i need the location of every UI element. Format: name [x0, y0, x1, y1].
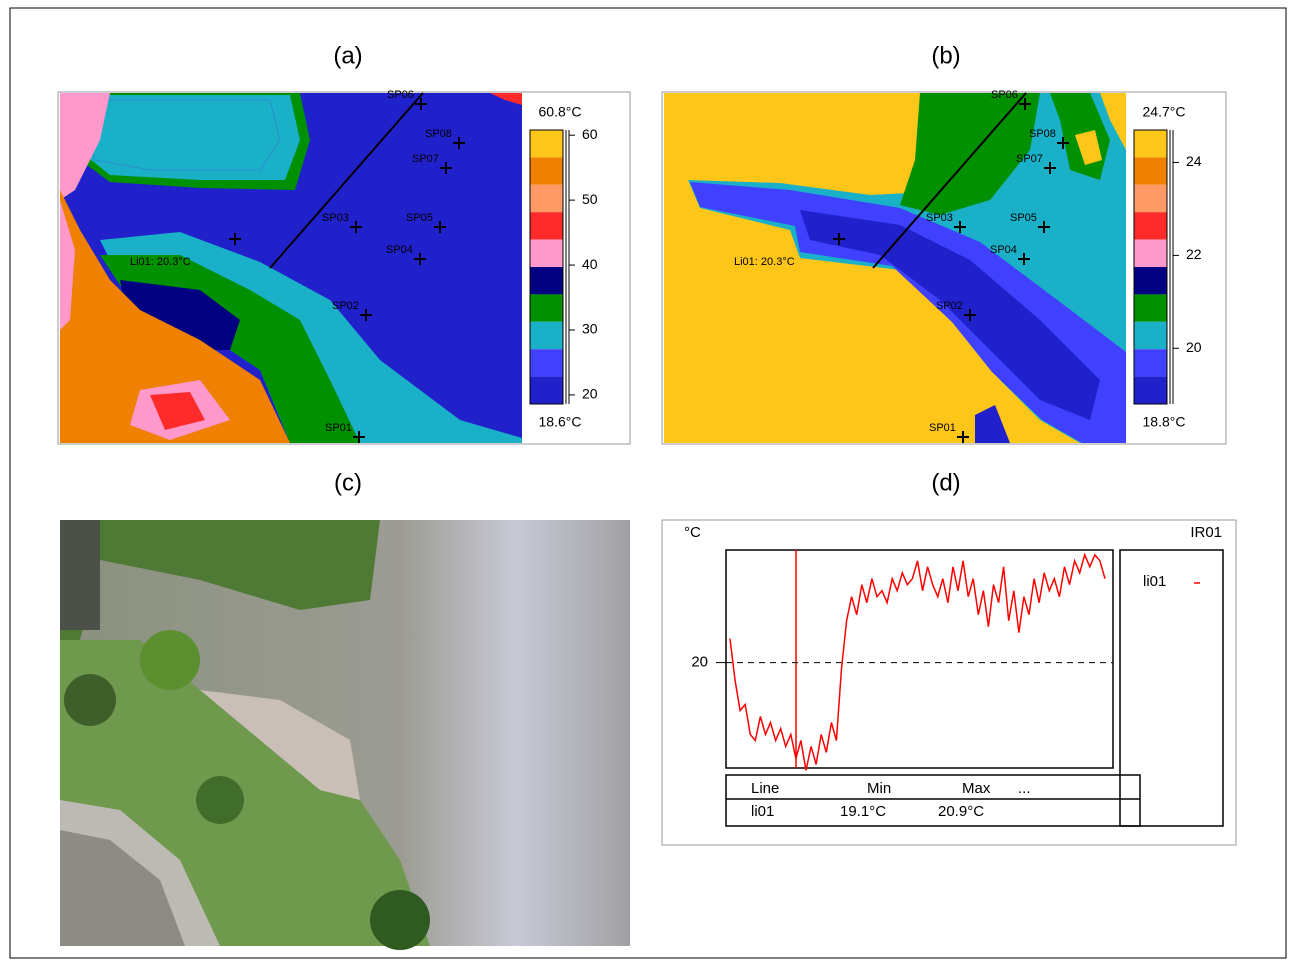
- colorbar-tick-label: 40: [582, 256, 598, 272]
- colorbar-tick-label: 24: [1186, 153, 1202, 169]
- colorbar-swatch: [530, 322, 563, 349]
- colorbar-tick-label: 50: [582, 191, 598, 207]
- spot-label: SP02: [936, 300, 963, 312]
- colorbar-swatch: [1134, 294, 1167, 321]
- colorbar-tick-label: 22: [1186, 246, 1202, 262]
- colorbar-swatch: [530, 185, 563, 212]
- panel-label: (d): [931, 469, 960, 496]
- colorbar-min: 18.6°C: [539, 414, 582, 430]
- colorbar-swatch: [530, 377, 563, 404]
- spot-label: SP07: [1016, 153, 1043, 165]
- chart-title: IR01: [1190, 524, 1222, 541]
- line-label: Li01: 20.3°C: [734, 256, 795, 268]
- spot-label: SP08: [425, 128, 452, 140]
- spot-label: SP05: [406, 212, 433, 224]
- colorbar-swatch: [1134, 349, 1167, 376]
- colorbar-swatch: [1134, 157, 1167, 184]
- table-cell: 19.1°C: [840, 803, 886, 820]
- spot-label: SP08: [1029, 128, 1056, 140]
- y-tick-label: 20: [691, 654, 708, 671]
- spot-label: SP01: [929, 422, 956, 434]
- colorbar-swatch: [530, 130, 563, 157]
- spot-label: SP01: [325, 422, 352, 434]
- spot-label: SP05: [1010, 212, 1037, 224]
- figure: (a) (b) (c) (d): [0, 0, 1296, 967]
- table-header: Max: [962, 780, 991, 797]
- colorbar-swatch: [530, 240, 563, 267]
- legend-label: li01: [1143, 573, 1166, 590]
- table-header: ...: [1018, 780, 1031, 797]
- photo-c: [60, 520, 630, 950]
- colorbar-tick-label: 30: [582, 321, 598, 337]
- colorbar-swatch: [1134, 185, 1167, 212]
- colorbar-swatch: [530, 212, 563, 239]
- colorbar-tick-label: 20: [1186, 339, 1202, 355]
- page: (a) (b) (c) (d): [0, 0, 1296, 967]
- colorbar-swatch: [1134, 322, 1167, 349]
- table-header: Min: [867, 780, 891, 797]
- colorbar-swatch: [530, 157, 563, 184]
- colorbar-max: 60.8°C: [539, 104, 582, 120]
- spot-label: SP03: [926, 212, 953, 224]
- colorbar-swatch: [1134, 130, 1167, 157]
- spot-label: SP06: [991, 89, 1018, 101]
- panel-label: (a): [333, 42, 362, 69]
- colorbar-swatch: [1134, 240, 1167, 267]
- y-unit: °C: [684, 524, 701, 541]
- colorbar-swatch: [1134, 267, 1167, 294]
- colorbar-tick-label: 60: [582, 126, 598, 142]
- colorbar-min: 18.8°C: [1143, 414, 1186, 430]
- spot-label: SP04: [990, 244, 1017, 256]
- colorbar-swatch: [1134, 212, 1167, 239]
- colorbar-tick-label: 20: [582, 386, 598, 402]
- spot-label: SP03: [322, 212, 349, 224]
- table-cell: li01: [751, 803, 774, 820]
- colorbar-swatch: [1134, 377, 1167, 404]
- colorbar-swatch: [530, 294, 563, 321]
- spot-label: SP06: [387, 89, 414, 101]
- table-header: Line: [751, 780, 779, 797]
- table-cell: 20.9°C: [938, 803, 984, 820]
- spot-label: SP02: [332, 300, 359, 312]
- panel-label: (c): [334, 469, 362, 496]
- panel-label: (b): [931, 42, 960, 69]
- chart-d: °C IR01 Line Min Max ... li01 19.1°C 20.…: [662, 520, 1236, 845]
- colorbar-swatch: [530, 349, 563, 376]
- spot-label: SP07: [412, 153, 439, 165]
- colorbar-max: 24.7°C: [1143, 104, 1186, 120]
- colorbar-swatch: [530, 267, 563, 294]
- line-label: Li01: 20.3°C: [130, 256, 191, 268]
- spot-label: SP04: [386, 244, 413, 256]
